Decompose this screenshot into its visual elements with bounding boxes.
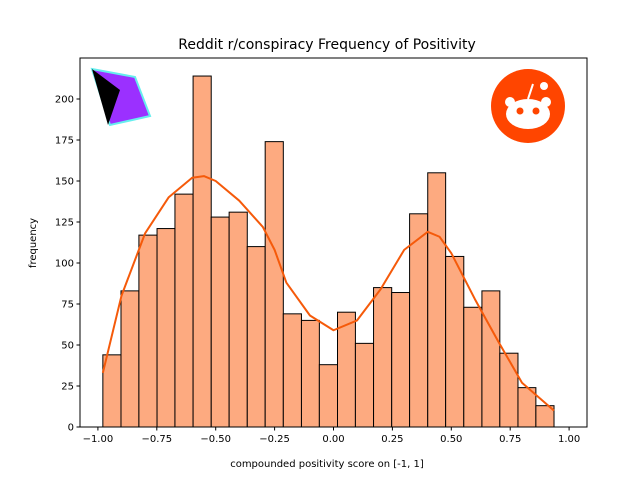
bar xyxy=(354,342,375,428)
bar xyxy=(246,246,266,428)
chart-title: Reddit r/conspiracy Frequency of Positiv… xyxy=(178,37,476,53)
y-tick-label: 100 xyxy=(55,259,74,270)
bar xyxy=(210,216,230,428)
bar xyxy=(120,290,140,428)
x-tick-label: −0.25 xyxy=(259,434,290,445)
bar xyxy=(300,319,320,428)
bar xyxy=(264,141,284,428)
bar xyxy=(192,75,212,428)
reddit-logo xyxy=(491,69,565,143)
axes-frame xyxy=(79,57,588,428)
x-tick-label: 0.50 xyxy=(440,434,462,445)
bar xyxy=(138,234,158,428)
bar xyxy=(463,306,483,428)
y-tick-label: 25 xyxy=(61,382,74,393)
bar xyxy=(391,292,411,428)
x-tick-label: 0.00 xyxy=(322,434,344,445)
bar xyxy=(228,211,248,428)
bar xyxy=(174,193,194,428)
y-tick-label: 0 xyxy=(68,423,74,434)
x-tick-label: 1.00 xyxy=(558,434,580,445)
y-axis-label: frequency xyxy=(28,218,39,268)
y-tick-label: 125 xyxy=(55,218,74,229)
x-axis-label: compounded positivity score on [-1, 1] xyxy=(230,459,424,470)
x-tick-label: 0.25 xyxy=(381,434,403,445)
bar xyxy=(318,364,339,428)
x-tick-label: −0.50 xyxy=(200,434,231,445)
bar xyxy=(499,352,519,428)
bar xyxy=(337,311,356,428)
x-tick-label: −1.00 xyxy=(83,434,114,445)
x-tick-label: −0.75 xyxy=(141,434,172,445)
bar xyxy=(282,313,302,428)
y-tick-label: 75 xyxy=(61,300,74,311)
y-tick-label: 175 xyxy=(55,136,74,147)
bar xyxy=(427,172,447,428)
y-tick-label: 150 xyxy=(55,177,74,188)
bar xyxy=(156,228,176,428)
kde-line xyxy=(101,175,555,412)
bar xyxy=(445,255,465,428)
bar xyxy=(481,290,501,428)
bar xyxy=(373,287,393,428)
bar xyxy=(409,213,429,428)
y-tick-label: 200 xyxy=(55,95,74,106)
y-tick-label: 50 xyxy=(61,341,74,352)
x-tick-label: 0.75 xyxy=(499,434,521,445)
logo xyxy=(90,67,152,127)
